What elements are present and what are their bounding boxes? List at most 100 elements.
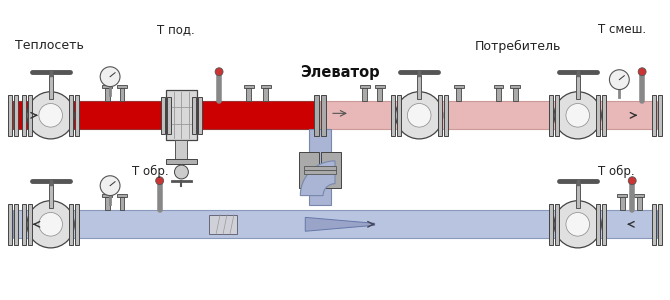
- Bar: [438, 94, 442, 136]
- Bar: [161, 97, 165, 134]
- Circle shape: [100, 176, 120, 196]
- Bar: [117, 194, 127, 196]
- Circle shape: [554, 92, 601, 139]
- Bar: [119, 88, 125, 101]
- Bar: [456, 88, 462, 101]
- Bar: [602, 203, 606, 245]
- Text: Т под.: Т под.: [157, 22, 194, 36]
- Bar: [636, 196, 642, 210]
- Circle shape: [395, 92, 443, 139]
- Bar: [494, 85, 503, 88]
- Bar: [103, 194, 112, 196]
- Bar: [261, 85, 271, 88]
- Bar: [444, 94, 448, 136]
- Circle shape: [628, 177, 636, 185]
- Bar: [377, 88, 382, 101]
- Bar: [167, 97, 171, 134]
- Circle shape: [39, 212, 62, 236]
- Text: Т смеш.: Т смеш.: [598, 22, 646, 36]
- Bar: [362, 88, 367, 101]
- Bar: [513, 88, 518, 101]
- Bar: [555, 203, 559, 245]
- Bar: [321, 152, 341, 188]
- Bar: [14, 203, 18, 245]
- Bar: [8, 203, 12, 245]
- Bar: [658, 203, 662, 245]
- Bar: [14, 94, 18, 136]
- Bar: [28, 94, 32, 136]
- Bar: [22, 203, 26, 245]
- Bar: [299, 152, 319, 188]
- Bar: [28, 203, 32, 245]
- Bar: [103, 85, 112, 88]
- Bar: [176, 140, 188, 160]
- Bar: [602, 94, 606, 136]
- Circle shape: [100, 67, 120, 87]
- Bar: [314, 94, 319, 136]
- Bar: [49, 75, 53, 99]
- Circle shape: [407, 103, 431, 127]
- Text: Т обр.: Т обр.: [598, 165, 634, 178]
- Bar: [375, 85, 385, 88]
- Bar: [263, 88, 268, 101]
- Bar: [304, 166, 336, 170]
- Bar: [360, 85, 370, 88]
- Bar: [119, 196, 125, 210]
- Bar: [75, 94, 79, 136]
- Bar: [511, 85, 521, 88]
- Bar: [117, 85, 127, 88]
- Bar: [596, 203, 600, 245]
- Bar: [652, 94, 656, 136]
- Bar: [617, 194, 627, 196]
- Text: Элеватор: Элеватор: [300, 65, 380, 80]
- Circle shape: [27, 201, 74, 248]
- Bar: [634, 194, 644, 196]
- Bar: [596, 94, 600, 136]
- Bar: [555, 94, 559, 136]
- Bar: [49, 184, 53, 208]
- Bar: [198, 97, 202, 134]
- Polygon shape: [300, 161, 335, 196]
- Bar: [165, 90, 197, 140]
- Bar: [496, 88, 501, 101]
- Bar: [244, 85, 254, 88]
- Circle shape: [27, 92, 74, 139]
- Bar: [320, 101, 657, 129]
- Circle shape: [566, 103, 590, 127]
- Bar: [105, 88, 110, 101]
- Bar: [417, 75, 421, 99]
- Circle shape: [174, 165, 188, 179]
- Bar: [75, 203, 79, 245]
- Bar: [13, 101, 320, 129]
- Bar: [165, 159, 197, 164]
- Text: Т обр.: Т обр.: [132, 165, 169, 178]
- Circle shape: [215, 68, 223, 76]
- Circle shape: [610, 70, 629, 90]
- Bar: [304, 170, 336, 174]
- Bar: [549, 203, 553, 245]
- Bar: [321, 94, 326, 136]
- Bar: [549, 94, 553, 136]
- Bar: [192, 97, 196, 134]
- Circle shape: [638, 68, 646, 76]
- Bar: [69, 94, 73, 136]
- Bar: [454, 85, 464, 88]
- Circle shape: [155, 177, 163, 185]
- Bar: [247, 88, 251, 101]
- Bar: [13, 210, 657, 238]
- Bar: [310, 129, 331, 206]
- Bar: [105, 196, 110, 210]
- Polygon shape: [306, 218, 375, 231]
- Bar: [658, 94, 662, 136]
- Bar: [391, 94, 395, 136]
- Bar: [620, 196, 625, 210]
- Bar: [8, 94, 12, 136]
- Circle shape: [39, 103, 62, 127]
- Bar: [209, 214, 237, 234]
- Bar: [69, 203, 73, 245]
- Bar: [576, 184, 580, 208]
- Bar: [22, 94, 26, 136]
- Text: Теплосеть: Теплосеть: [15, 40, 84, 52]
- Circle shape: [554, 201, 601, 248]
- Bar: [576, 75, 580, 99]
